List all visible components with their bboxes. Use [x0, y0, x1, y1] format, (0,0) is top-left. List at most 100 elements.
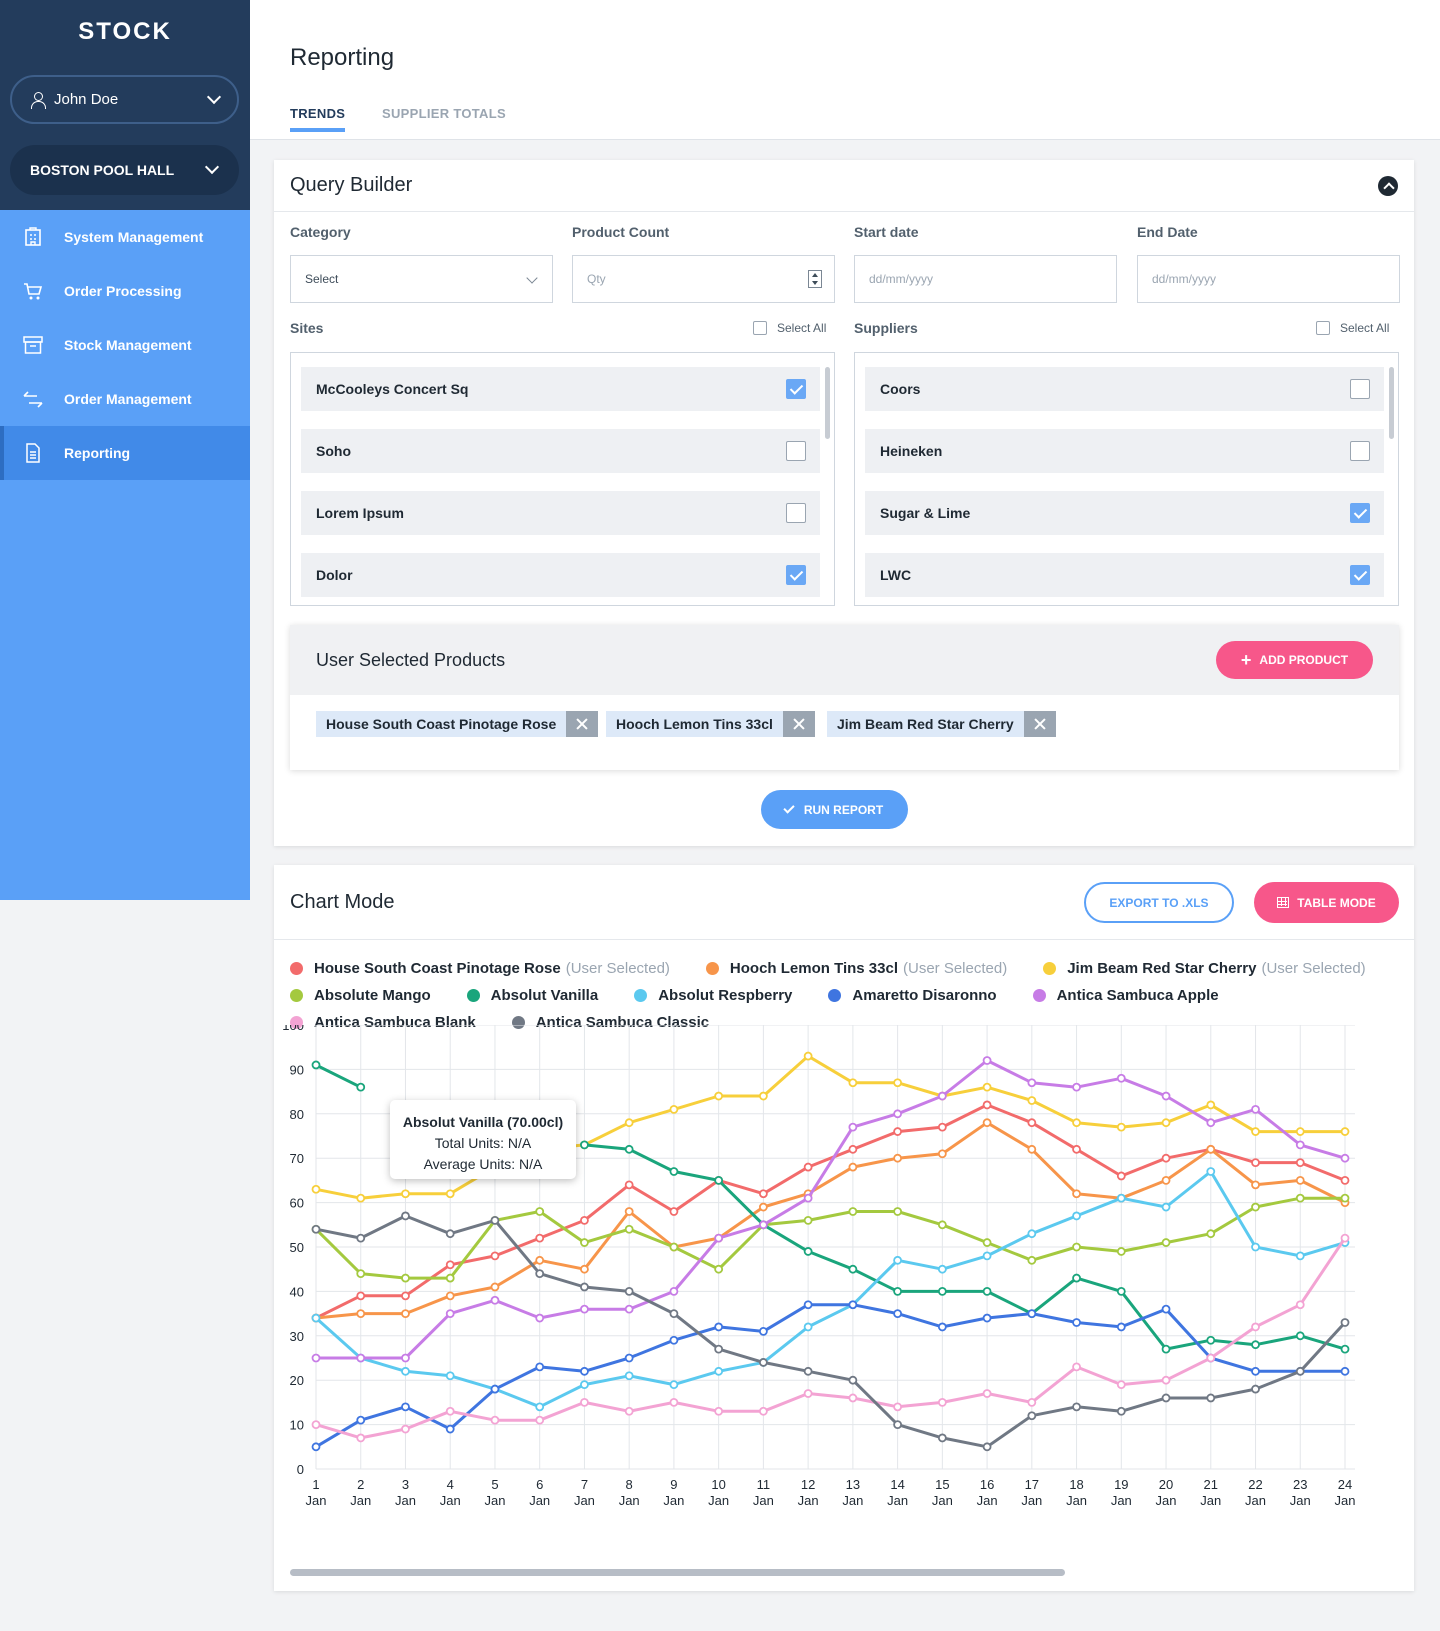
data-point — [1161, 1304, 1171, 1314]
close-icon[interactable] — [782, 711, 815, 737]
list-item[interactable]: Heineken — [865, 429, 1384, 473]
list-item[interactable]: Soho — [301, 429, 820, 473]
scrollbar[interactable] — [1389, 367, 1394, 439]
list-item[interactable]: McCooleys Concert Sq — [301, 367, 820, 411]
sites-select-all[interactable]: Select All — [753, 321, 826, 335]
data-point — [669, 1207, 679, 1216]
user-dropdown[interactable]: John Doe — [10, 75, 239, 124]
scrollbar[interactable] — [825, 367, 830, 439]
data-point — [445, 1260, 455, 1270]
close-icon[interactable] — [566, 711, 599, 737]
sidebar-item-system-management[interactable]: System Management — [0, 210, 250, 264]
data-point — [1072, 1082, 1081, 1092]
tab-trends[interactable]: TRENDS — [290, 106, 346, 132]
x-tick-label: 17 — [1025, 1477, 1039, 1492]
suppliers-list[interactable]: Coors Heineken Sugar & Lime LWC — [854, 352, 1399, 606]
checkbox[interactable] — [786, 379, 806, 399]
data-point — [758, 1326, 768, 1336]
data-point — [535, 1269, 545, 1279]
x-tick-label: 9 — [670, 1477, 677, 1492]
data-point — [714, 1366, 724, 1376]
legend-label: Antica Sambuca Blank — [314, 1014, 476, 1031]
tooltip-title: Absolut Vanilla (70.00cl) — [402, 1114, 564, 1130]
tab-supplier-totals[interactable]: SUPPLIER TOTALS — [382, 106, 506, 121]
list-item[interactable]: LWC — [865, 553, 1384, 597]
data-point — [1161, 1375, 1171, 1385]
swap-arrows-icon — [22, 388, 44, 410]
checkbox[interactable] — [786, 441, 806, 461]
data-point — [982, 1238, 992, 1247]
x-tick-label: Jan — [1111, 1493, 1132, 1508]
select-all-checkbox[interactable] — [1316, 321, 1330, 335]
data-point — [445, 1406, 455, 1416]
data-point — [1206, 1144, 1216, 1154]
legend-item[interactable]: Absolute Mango — [290, 987, 431, 1004]
end-date-label: End Date — [1137, 224, 1198, 240]
sidebar-item-reporting[interactable]: Reporting — [0, 426, 250, 480]
sidebar-item-label: Order Management — [64, 391, 192, 407]
data-point — [1116, 1247, 1126, 1256]
chart-scrollbar[interactable] — [290, 1569, 1065, 1576]
checkbox[interactable] — [1350, 441, 1370, 461]
legend-item[interactable]: Absolut Respberry — [634, 987, 792, 1004]
product-count-label: Product Count — [572, 224, 670, 240]
run-report-button[interactable]: RUN REPORT — [761, 790, 908, 829]
legend-item[interactable]: Hooch Lemon Tins 33cl (User Selected) — [705, 960, 1007, 977]
legend-label: Absolut Vanilla — [490, 987, 599, 1004]
legend-item[interactable]: Antica Sambuca Apple — [1032, 987, 1219, 1004]
data-point — [803, 1193, 813, 1203]
x-tick-label: 7 — [581, 1477, 588, 1492]
checkbox[interactable] — [1350, 565, 1370, 585]
data-point — [1340, 1193, 1350, 1203]
data-point — [580, 1264, 589, 1274]
legend-item[interactable]: Amaretto Disaronno — [828, 987, 997, 1004]
data-point — [937, 1397, 947, 1407]
series-line — [315, 1237, 1347, 1440]
data-point — [937, 1091, 947, 1101]
checkbox[interactable] — [786, 565, 806, 585]
data-point — [714, 1322, 724, 1332]
data-point — [490, 1282, 500, 1292]
data-point — [848, 1078, 858, 1088]
add-product-button[interactable]: + ADD PRODUCT — [1216, 641, 1373, 679]
sites-list[interactable]: McCooleys Concert Sq Soho Lorem Ipsum Do… — [290, 352, 835, 606]
start-date-input[interactable]: dd/mm/yyyy — [854, 255, 1117, 303]
data-point — [401, 1424, 410, 1434]
export-xls-button[interactable]: EXPORT TO .XLS — [1084, 882, 1234, 923]
list-item[interactable]: Lorem Ipsum — [301, 491, 820, 535]
legend-item[interactable]: House South Coast Pinotage Rose (User Sel… — [290, 960, 670, 977]
checkbox[interactable] — [786, 503, 806, 523]
list-item[interactable]: Sugar & Lime — [865, 491, 1384, 535]
x-tick-label: 4 — [447, 1477, 454, 1492]
category-select[interactable]: Select — [290, 255, 553, 303]
site-dropdown[interactable]: BOSTON POOL HALL — [10, 145, 239, 195]
sidebar-item-order-management[interactable]: Order Management — [0, 372, 250, 426]
data-point — [714, 1264, 724, 1274]
checkbox[interactable] — [1350, 503, 1370, 523]
sidebar-item-order-processing[interactable]: Order Processing — [0, 264, 250, 318]
end-date-input[interactable]: dd/mm/yyyy — [1137, 255, 1400, 303]
list-item[interactable]: Coors — [865, 367, 1384, 411]
select-all-checkbox[interactable] — [753, 321, 767, 335]
document-icon — [22, 442, 44, 464]
x-tick-label: 12 — [801, 1477, 815, 1492]
legend-item[interactable]: Absolut Vanilla — [466, 987, 599, 1004]
quantity-stepper[interactable]: Qty — [572, 255, 835, 303]
checkbox[interactable] — [1350, 379, 1370, 399]
spinner-arrows-icon[interactable] — [808, 270, 822, 288]
table-mode-button[interactable]: TABLE MODE — [1254, 882, 1399, 923]
legend-item[interactable]: Antica Sambuca Blank — [290, 1014, 476, 1031]
sidebar-item-stock-management[interactable]: Stock Management — [0, 318, 250, 372]
close-icon[interactable] — [1023, 711, 1056, 737]
data-point — [1116, 1406, 1126, 1416]
x-tick-label: Jan — [1066, 1493, 1087, 1508]
legend-item[interactable]: Antica Sambuca Classic — [511, 1014, 709, 1031]
collapse-chevron-icon[interactable] — [1378, 176, 1398, 196]
data-point — [1027, 1397, 1037, 1407]
data-point — [893, 1078, 903, 1088]
data-point — [758, 1091, 768, 1101]
list-item[interactable]: Dolor — [301, 553, 820, 597]
suppliers-select-all[interactable]: Select All — [1316, 321, 1389, 335]
x-tick-label: Jan — [1021, 1493, 1042, 1508]
legend-item[interactable]: Jim Beam Red Star Cherry (User Selected) — [1043, 960, 1366, 977]
